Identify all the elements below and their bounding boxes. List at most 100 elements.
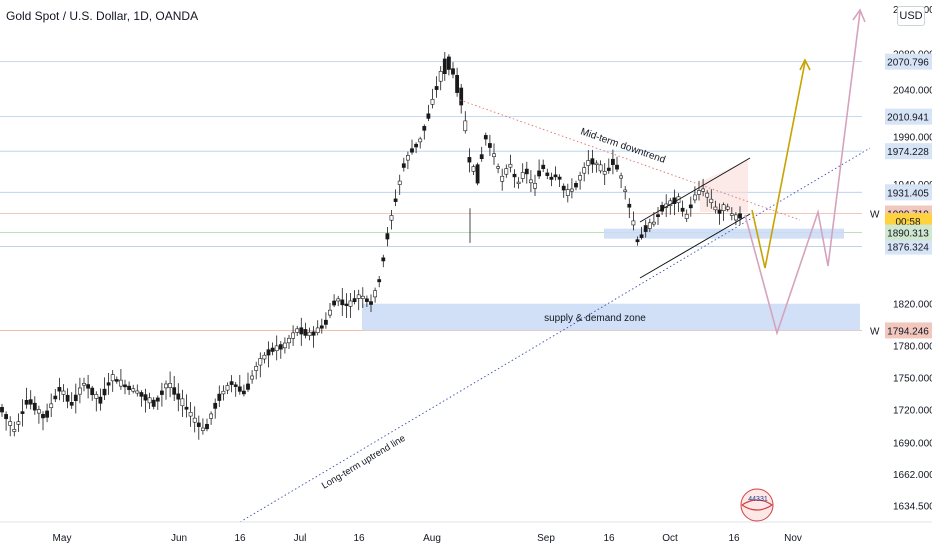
- bear-candle: [459, 87, 464, 106]
- bear-candle: [635, 239, 640, 243]
- bear-candle: [680, 207, 685, 212]
- price-tick-label: 1634.500: [893, 501, 932, 512]
- bull-candle: [701, 188, 706, 192]
- level-mark-w: W: [870, 326, 880, 337]
- bull-candle: [201, 427, 205, 431]
- bull-candle: [348, 300, 353, 307]
- time-tick-label: 16: [353, 533, 365, 544]
- price-tag-label: 2010.941: [887, 113, 929, 124]
- bull-candle: [594, 162, 599, 165]
- bull-candle: [713, 206, 718, 211]
- bear-candle: [217, 393, 222, 401]
- price-tick-label: 1750.000: [893, 373, 932, 384]
- price-tag-label: 1876.324: [887, 243, 929, 254]
- bull-candle: [110, 374, 115, 382]
- bull-candle: [520, 172, 525, 179]
- bear-candle: [479, 154, 484, 159]
- bull-candle: [533, 182, 537, 189]
- bear-candle: [319, 325, 324, 329]
- bear-candle: [213, 402, 218, 409]
- bear-candle: [537, 170, 542, 177]
- price-tag: [885, 224, 932, 241]
- bull-candle: [586, 160, 591, 166]
- bull-candle: [430, 99, 435, 105]
- bear-candle: [299, 327, 304, 335]
- bull-candle: [78, 387, 82, 395]
- bear-candle: [139, 392, 144, 397]
- bull-candle: [569, 188, 574, 192]
- bull-candle: [582, 167, 587, 174]
- bear-candle: [738, 213, 742, 219]
- bull-candle: [578, 175, 583, 181]
- alternate-arrow-head: [852, 8, 866, 23]
- bear-candle: [446, 56, 451, 70]
- bull-candle: [684, 213, 689, 219]
- bear-candle: [266, 349, 271, 356]
- candles: [0, 51, 742, 440]
- bear-candle: [32, 402, 37, 411]
- bull-candle: [405, 155, 410, 161]
- bull-candle: [287, 337, 291, 344]
- bull-candle: [168, 382, 173, 388]
- bear-candle: [590, 158, 595, 165]
- bear-candle: [143, 394, 148, 401]
- bear-candle: [28, 399, 33, 405]
- bear-candle: [656, 214, 660, 218]
- bull-candle: [94, 394, 99, 399]
- price-tag: [885, 238, 932, 255]
- time-tick-label: 16: [603, 533, 615, 544]
- bear-candle: [123, 384, 127, 388]
- bull-candle: [733, 214, 738, 221]
- price-tick-label: 1820.000: [893, 300, 932, 311]
- price-tick-label: 1662.000: [893, 470, 932, 481]
- bull-candle: [647, 222, 652, 229]
- bull-candle: [16, 421, 21, 425]
- bear-candle: [385, 233, 390, 240]
- bull-candle: [336, 298, 341, 302]
- bear-candle: [475, 164, 480, 184]
- bull-candle: [602, 171, 607, 175]
- bear-candle: [381, 257, 386, 262]
- long-term-uptrend-label: Long-term uptrend line: [320, 433, 408, 492]
- bear-candle: [557, 176, 562, 180]
- bear-candle: [393, 198, 398, 202]
- bull-candle: [188, 411, 193, 417]
- bear-candle: [541, 164, 546, 169]
- bear-candle: [451, 68, 455, 75]
- bull-candle: [8, 421, 13, 426]
- bear-candle: [627, 203, 632, 208]
- bull-candle: [619, 175, 624, 179]
- bear-candle: [352, 298, 357, 302]
- bear-candle: [311, 331, 316, 336]
- bear-candle: [73, 394, 78, 402]
- bear-candle: [323, 319, 328, 325]
- bear-candle: [610, 158, 615, 165]
- bear-candle: [196, 422, 201, 427]
- bear-candle: [90, 387, 95, 396]
- bear-candle: [114, 379, 119, 382]
- bear-candle: [483, 135, 488, 140]
- bull-candle: [49, 403, 54, 409]
- time-tick-label: Jul: [294, 533, 307, 544]
- bear-candle: [364, 298, 369, 302]
- price-tag: [885, 108, 932, 125]
- supply-demand-zone: [362, 303, 860, 331]
- bull-candle: [147, 397, 152, 404]
- price-tag-label: 1794.246: [887, 326, 929, 337]
- bull-candle: [135, 390, 140, 394]
- bull-candle: [508, 163, 513, 168]
- time-tick-label: May: [53, 533, 72, 544]
- price-tag-label: 1890.313: [887, 229, 929, 240]
- price-tag: [885, 143, 932, 160]
- time-tick-label: Sep: [537, 533, 555, 544]
- bear-candle: [377, 279, 382, 283]
- bull-candle: [697, 190, 701, 195]
- bear-candle: [69, 402, 74, 406]
- bear-candle: [53, 395, 58, 400]
- time-tick-label: Oct: [662, 533, 678, 544]
- bear-candle: [340, 299, 345, 306]
- bull-candle: [221, 390, 226, 395]
- currency-button[interactable]: USD: [897, 6, 925, 26]
- price-tick-label: 1720.000: [893, 406, 932, 417]
